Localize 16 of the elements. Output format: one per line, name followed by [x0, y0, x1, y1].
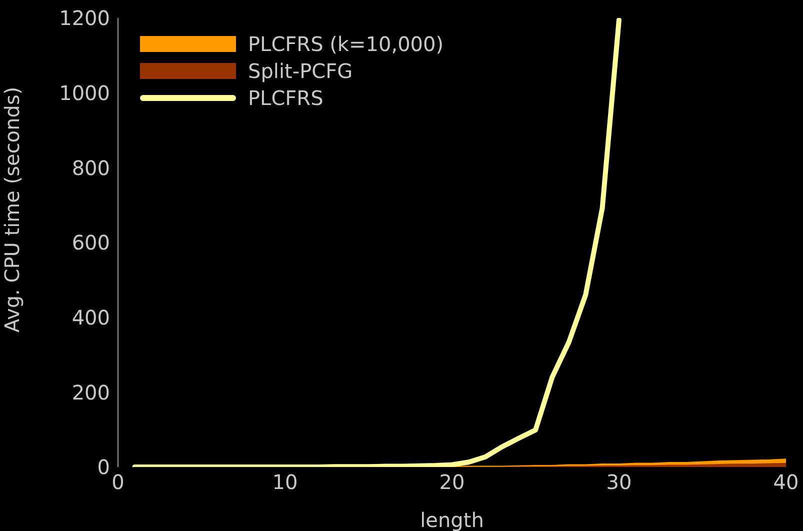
- y-tick-label: 600: [72, 230, 110, 255]
- y-tick-label: 800: [72, 156, 110, 180]
- x-tick-label: 30: [606, 470, 632, 494]
- y-tick-label: 400: [72, 305, 110, 330]
- x-tick-label: 10: [272, 470, 298, 494]
- y-tick-label: 1000: [59, 80, 110, 105]
- y-axis-title: Avg. CPU time (seconds): [0, 86, 24, 332]
- x-tick-label: 40: [773, 470, 799, 494]
- y-tick-label: 200: [72, 380, 110, 404]
- legend-label: PLCFRS (k=10,000): [248, 32, 444, 56]
- y-tick-label: 0: [97, 455, 110, 480]
- y-tick-label: 1200: [59, 6, 110, 30]
- x-axis-title: length: [420, 508, 484, 531]
- x-tick-label: 20: [439, 470, 465, 494]
- legend-label: Split-PCFG: [248, 58, 353, 82]
- legend-label: PLCFRS: [248, 86, 324, 110]
